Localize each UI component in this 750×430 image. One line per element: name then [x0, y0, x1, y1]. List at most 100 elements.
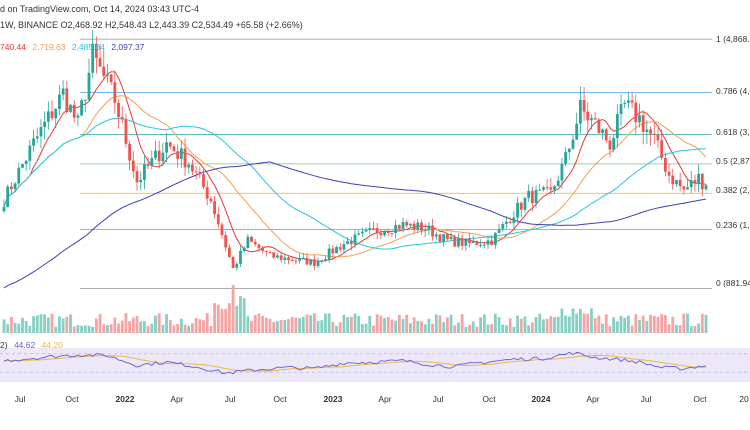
candle-body	[660, 140, 664, 158]
volume-bar	[253, 315, 257, 333]
candle-body	[420, 222, 423, 231]
volume-bar	[438, 315, 442, 333]
volume-bar	[35, 315, 39, 333]
candle-body	[453, 236, 457, 247]
candle-body	[372, 228, 375, 230]
candle-body	[305, 257, 309, 265]
volume-bar	[412, 317, 416, 333]
candle-body	[360, 231, 364, 234]
volume-bar	[209, 325, 213, 333]
candle-body	[486, 240, 490, 245]
volume-bar	[235, 305, 239, 333]
chart-title: d on TradingView.com, Oct 14, 2024 03:43…	[0, 4, 199, 14]
volume-bar	[612, 317, 616, 333]
volume-bar	[17, 323, 21, 333]
candle-body	[608, 140, 612, 150]
ma-value-cyan: 2,485.64	[71, 42, 105, 52]
candle-body	[324, 259, 327, 261]
candle-body	[601, 129, 604, 133]
candle-body	[383, 231, 386, 236]
candle-body	[294, 260, 298, 262]
volume-bar	[161, 324, 165, 333]
volume-bar	[165, 314, 168, 333]
candle-body	[656, 134, 660, 141]
volume-bar	[305, 314, 309, 333]
candle-body	[619, 104, 623, 115]
volume-bar	[615, 321, 619, 333]
rsi-band	[0, 348, 750, 382]
volume-bar	[353, 313, 357, 333]
candle-body	[586, 111, 590, 121]
volume-bar	[368, 315, 372, 333]
volume-bar	[50, 313, 54, 333]
volume-bar	[619, 315, 623, 333]
volume-bar	[597, 315, 601, 333]
ma-line-orange	[3, 95, 707, 258]
candle-body	[438, 234, 442, 242]
candle-body	[349, 241, 353, 245]
volume-bar	[142, 321, 146, 333]
volume-bar	[468, 325, 471, 333]
ma-value-orange: 2,719.63	[32, 42, 66, 52]
volume-bar	[205, 313, 209, 333]
volume-bar	[542, 319, 545, 333]
candle-body	[202, 174, 205, 188]
candle-body	[582, 100, 586, 112]
volume-bar	[372, 325, 375, 333]
candle-body	[69, 104, 72, 113]
candle-body	[83, 99, 87, 101]
volume-bar	[420, 321, 423, 333]
volume-bar	[168, 319, 172, 333]
candle-body	[394, 225, 398, 234]
volume-bar	[213, 303, 217, 333]
candle-body	[209, 198, 213, 202]
candle-body	[320, 260, 324, 262]
candle-body	[142, 164, 146, 180]
volume-bar	[490, 324, 494, 333]
volume-bar	[534, 316, 538, 333]
volume-bar	[671, 316, 675, 333]
candle-body	[641, 115, 645, 132]
candle-body	[109, 74, 113, 83]
fib-label-0: 0 (881.94)	[716, 278, 750, 288]
candle-body	[390, 232, 394, 234]
candle-body	[338, 247, 342, 250]
volume-bar	[505, 325, 508, 333]
candle-body	[205, 187, 209, 199]
volume-bar	[401, 319, 405, 333]
candle-body	[120, 117, 124, 120]
candle-body	[686, 187, 689, 190]
volume-bar	[250, 320, 253, 333]
volume-bar	[283, 320, 287, 333]
candle-body	[475, 241, 479, 245]
volume-bar	[279, 320, 283, 333]
x-tick-2024: 2024	[531, 394, 551, 404]
candlesticks	[2, 29, 708, 271]
volume-bar	[268, 318, 272, 333]
volume-bar	[449, 314, 453, 333]
volume-bar	[120, 320, 124, 333]
volume-bar	[464, 326, 468, 333]
candle-body	[28, 145, 32, 161]
candle-body	[279, 255, 283, 260]
ma-value-red: 740.44	[0, 42, 26, 52]
volume-bar	[652, 315, 656, 333]
volume-bar	[416, 320, 420, 333]
volume-bar	[220, 308, 224, 333]
candle-body	[6, 186, 10, 208]
rsi-line	[3, 351, 707, 375]
volume-bar	[445, 317, 449, 333]
candle-body	[693, 180, 697, 184]
volume-bar	[224, 308, 228, 333]
ma-line-blue	[3, 161, 707, 289]
volume-bar	[342, 314, 346, 333]
volume-bar	[645, 321, 649, 333]
candle-body	[309, 259, 313, 265]
candle-body	[24, 160, 28, 165]
volume-bar	[630, 325, 634, 333]
candle-body	[652, 133, 656, 135]
volume-bar	[379, 315, 383, 333]
candle-body	[667, 171, 671, 176]
candle-body	[575, 123, 579, 140]
